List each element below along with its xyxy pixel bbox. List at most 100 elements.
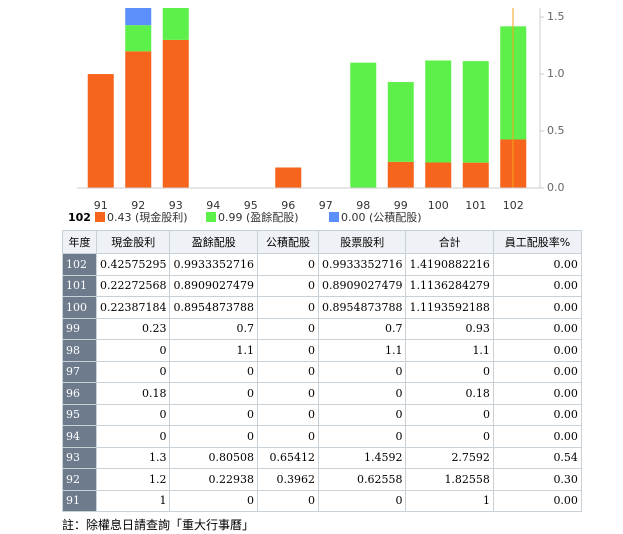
value-cell: 1.4592	[317, 446, 407, 469]
year-cell: 95	[62, 403, 97, 426]
x-tick-label: 94	[206, 199, 220, 212]
x-tick-label: 92	[131, 199, 145, 212]
value-cell: 0	[256, 274, 319, 297]
value-cell: 0.8954873788	[169, 296, 258, 319]
x-tick-label: 91	[94, 199, 108, 212]
bar-segment	[125, 8, 152, 26]
legend-swatch	[95, 212, 105, 222]
year-cell: 92	[62, 468, 97, 491]
bar-segment	[387, 161, 414, 188]
x-tick-label: 102	[503, 199, 524, 212]
table-row: 96 0.18 0 0 0 0.18 0.00	[62, 382, 582, 405]
value-cell: 0	[405, 360, 494, 383]
value-cell: 1.82558	[405, 468, 494, 491]
bar-segment	[462, 61, 489, 163]
value-cell: 0.22272568	[95, 274, 171, 297]
year-cell: 97	[62, 360, 97, 383]
table-row: 94 0 0 0 0 0 0.00	[62, 425, 582, 448]
value-cell: 0	[169, 403, 258, 426]
value-cell: 0.9933352716	[317, 253, 407, 276]
value-cell: 0.93	[405, 317, 494, 340]
value-cell: 1.1193592188	[405, 296, 494, 319]
value-cell: 1.1136284279	[405, 274, 494, 297]
value-cell: 0	[256, 489, 319, 512]
value-cell: 0	[95, 360, 171, 383]
value-cell: 0	[95, 339, 171, 362]
value-cell: 0	[256, 425, 319, 448]
bar-segment	[162, 39, 189, 188]
value-cell: 0.18	[405, 382, 494, 405]
value-cell: 0.9933352716	[169, 253, 258, 276]
legend-swatch	[329, 212, 339, 222]
x-tick-label: 100	[428, 199, 449, 212]
value-cell: 0	[256, 296, 319, 319]
bar-segment	[350, 62, 377, 188]
value-cell: 0	[256, 339, 319, 362]
value-cell: 1	[405, 489, 494, 512]
value-cell: 2.7592	[405, 446, 494, 469]
y-tick-label: 0.0	[547, 181, 565, 194]
value-cell: 0.8909027479	[169, 274, 258, 297]
value-cell: 0.22938	[169, 468, 258, 491]
value-cell: 0.8954873788	[317, 296, 407, 319]
value-cell: 1.3	[95, 446, 171, 469]
value-cell: 0.80508	[169, 446, 258, 469]
value-cell: 0	[256, 317, 319, 340]
bar-segment	[87, 74, 114, 188]
value-cell: 0.7	[317, 317, 407, 340]
legend-label: 0.43 (現金股利)	[107, 210, 188, 224]
legend-label: 0.00 (公積配股)	[341, 210, 422, 224]
value-cell: 0.00	[492, 403, 582, 426]
x-tick-label: 95	[244, 199, 258, 212]
value-cell: 0.18	[95, 382, 171, 405]
footnote: 註：除權息日請查詢「重大行事曆」	[62, 518, 255, 532]
year-cell: 94	[62, 425, 97, 448]
bar-segment	[162, 8, 189, 40]
value-cell: 0	[317, 403, 407, 426]
x-tick-label: 96	[281, 199, 295, 212]
value-cell: 0	[317, 425, 407, 448]
table-row: 91 1 0 0 0 1 0.00	[62, 489, 582, 512]
bar-segment	[425, 162, 452, 188]
header-cell: 股票股利	[317, 230, 407, 254]
value-cell: 0	[317, 489, 407, 512]
year-cell: 102	[62, 253, 97, 276]
value-cell: 0.00	[492, 253, 582, 276]
value-cell: 0.30	[492, 468, 582, 491]
value-cell: 0.00	[492, 274, 582, 297]
value-cell: 0.23	[95, 317, 171, 340]
value-cell: 0	[169, 382, 258, 405]
header-cell: 合計	[405, 230, 494, 254]
value-cell: 0.00	[492, 382, 582, 405]
year-cell: 96	[62, 382, 97, 405]
table-row: 99 0.23 0.7 0 0.7 0.93 0.00	[62, 317, 582, 340]
year-cell: 91	[62, 489, 97, 512]
year-cell: 99	[62, 317, 97, 340]
value-cell: 0	[169, 425, 258, 448]
value-cell: 1.4190882216	[405, 253, 494, 276]
table-row: 98 0 1.1 0 1.1 1.1 0.00	[62, 339, 582, 362]
value-cell: 0	[405, 425, 494, 448]
value-cell: 1.1	[317, 339, 407, 362]
value-cell: 0.54	[492, 446, 582, 469]
value-cell: 1.1	[405, 339, 494, 362]
value-cell: 0	[169, 489, 258, 512]
x-tick-label: 97	[319, 199, 333, 212]
bar-segment	[387, 82, 414, 162]
header-cell: 現金股利	[95, 230, 171, 254]
value-cell: 0	[317, 360, 407, 383]
x-tick-label: 101	[465, 199, 486, 212]
header-cell: 公積配股	[256, 230, 319, 254]
value-cell: 0.00	[492, 489, 582, 512]
table-row: 101 0.22272568 0.8909027479 0 0.8909027479 1.…	[62, 274, 582, 297]
value-cell: 0	[256, 382, 319, 405]
value-cell: 0.00	[492, 317, 582, 340]
value-cell: 0.7	[169, 317, 258, 340]
y-tick-label: 1.5	[547, 10, 565, 23]
year-cell: 100	[62, 296, 97, 319]
value-cell: 0	[256, 253, 319, 276]
chart: 102 0.0 0.5 1.0 1.5 91 92 93 94 95 96 97 98 99 100 101…	[68, 8, 565, 224]
value-cell: 0	[317, 382, 407, 405]
table-row: 100 0.22387184 0.8954873788 0 0.8954873788 1.…	[62, 296, 582, 319]
